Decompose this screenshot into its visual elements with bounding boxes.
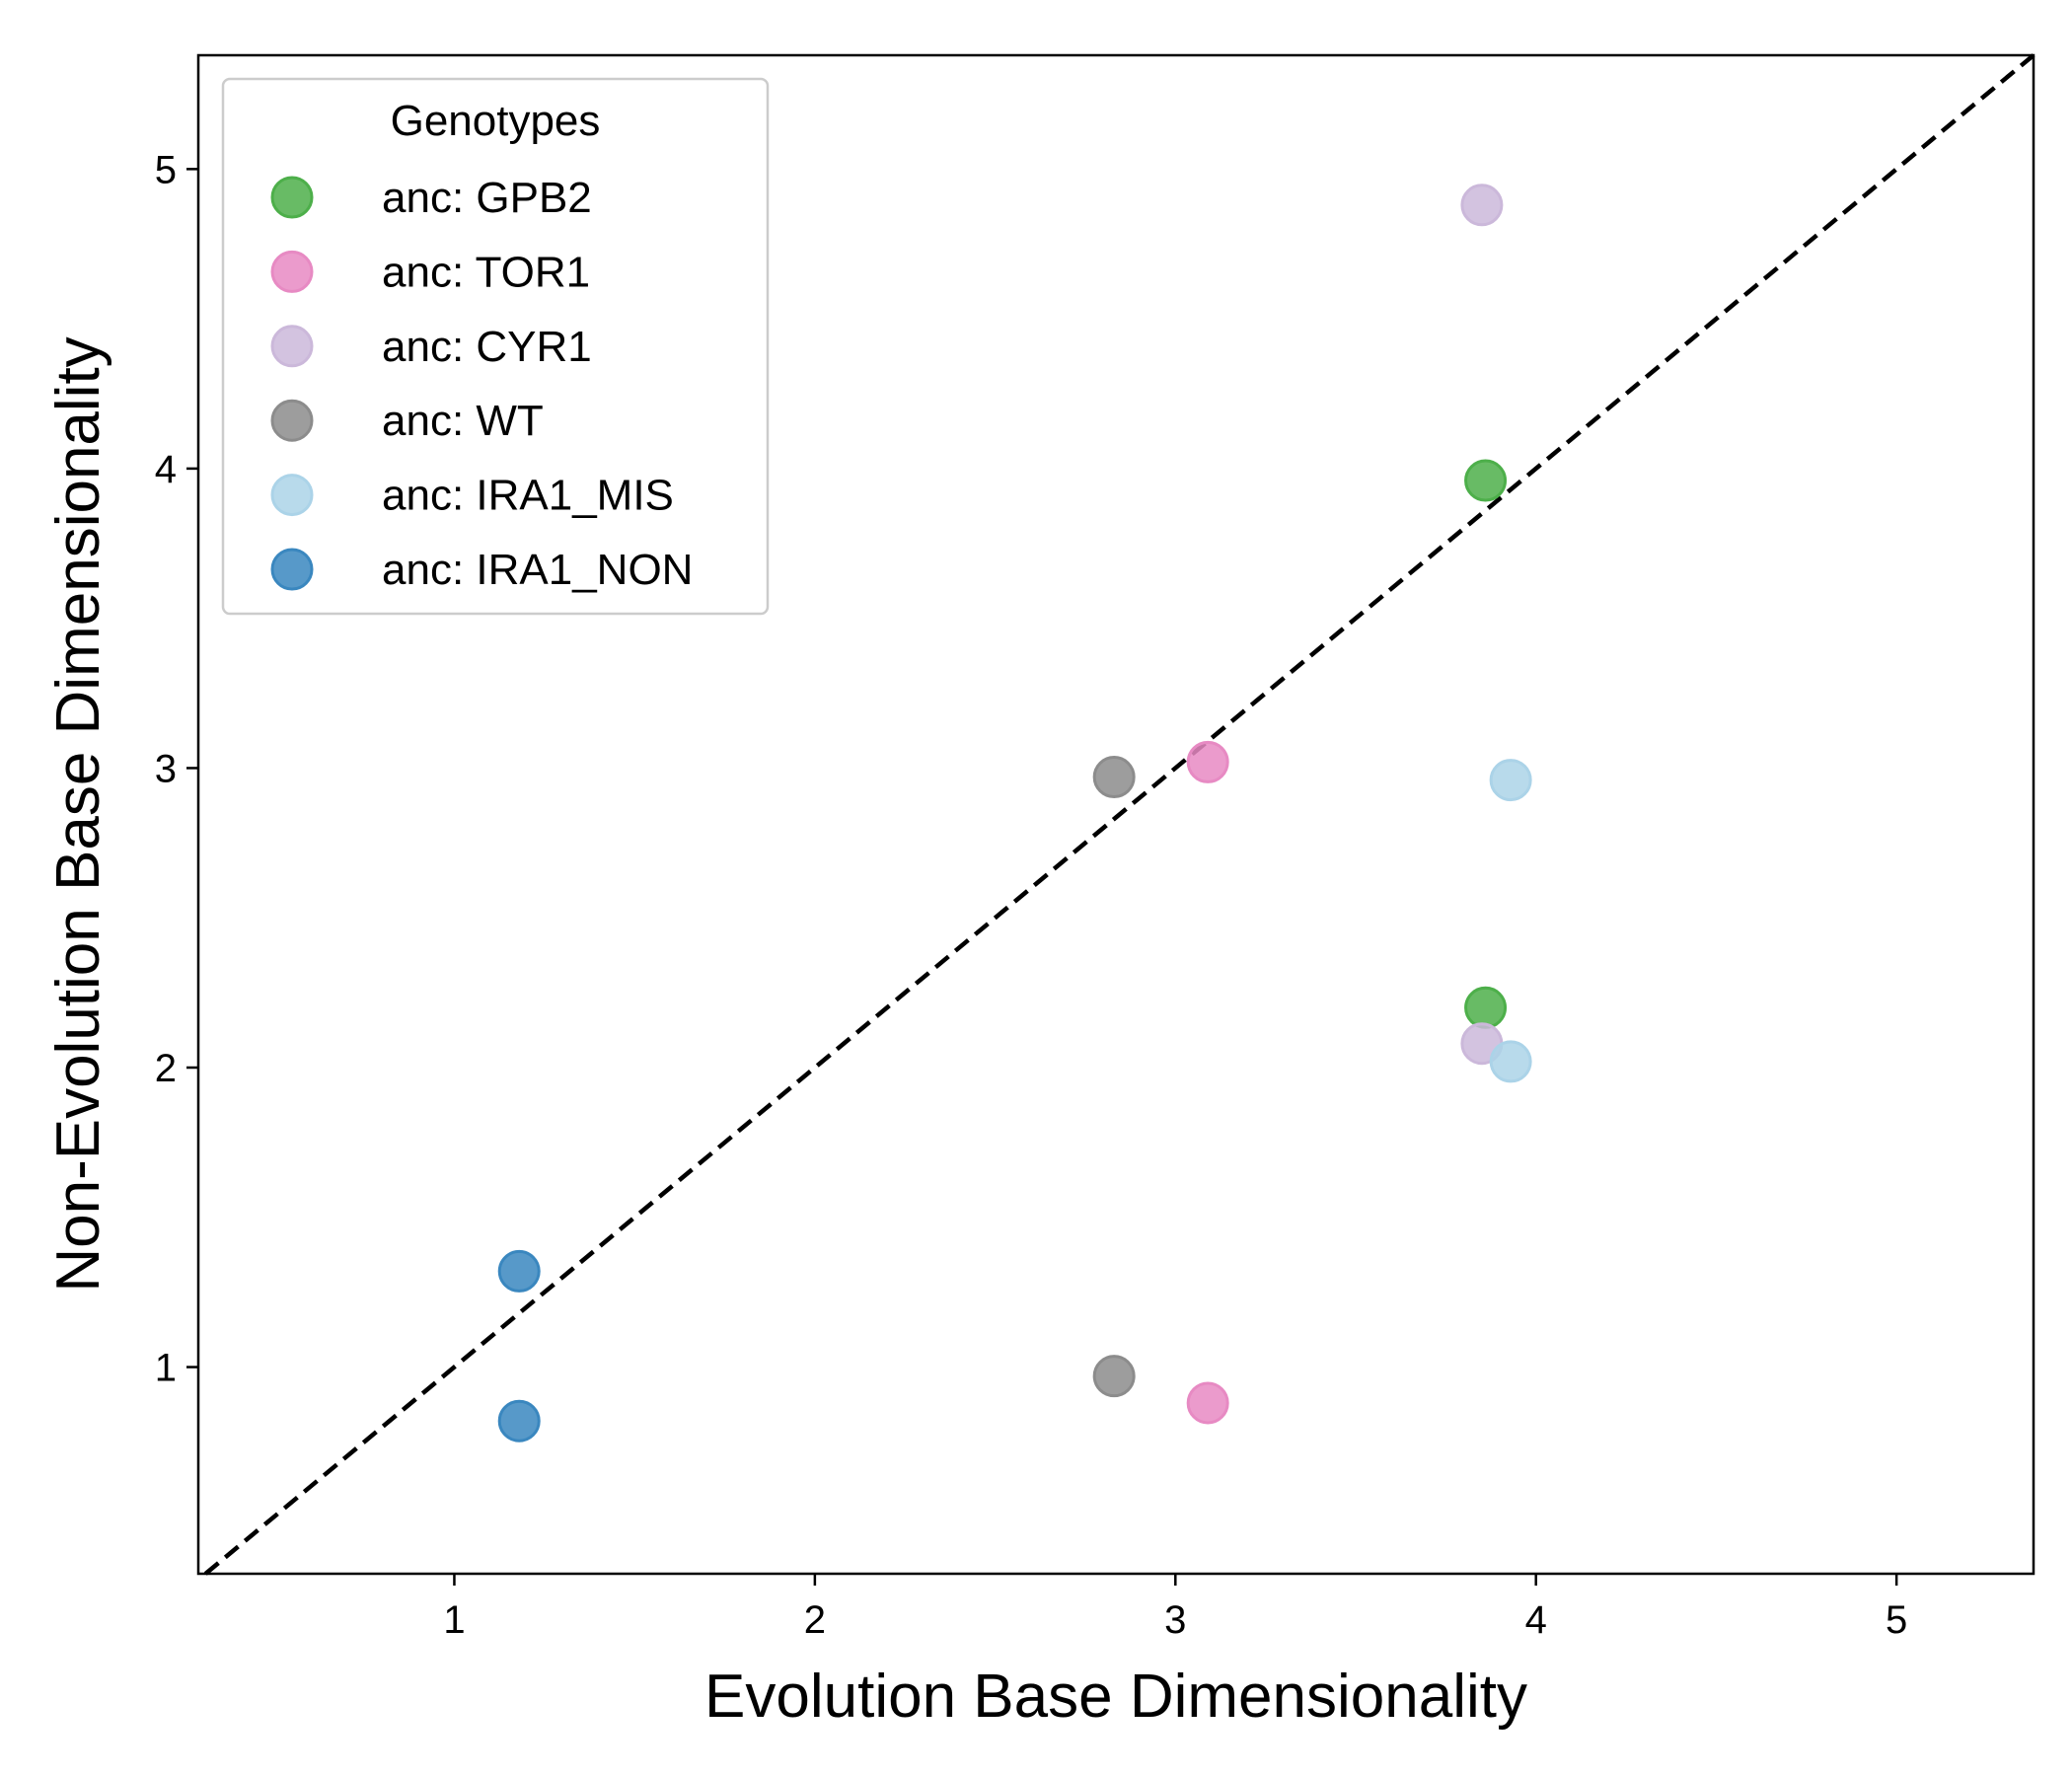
x-tick-label: 5 [1886, 1598, 1907, 1642]
scatter-point [497, 1399, 541, 1443]
legend-frame [221, 77, 770, 616]
legend-marker [270, 176, 314, 219]
reference-line [203, 53, 2035, 1576]
scatter-point [1464, 459, 1508, 502]
legend-title: Genotypes [391, 97, 601, 145]
x-tick-label: 1 [443, 1598, 465, 1642]
legend-entry-label: anc: IRA1_MIS [382, 472, 674, 520]
legend-marker [270, 548, 314, 591]
legend: Genotypes anc: GPB2 anc: TOR1 anc: CYR1 anc:… [221, 77, 770, 616]
plot-frame [196, 53, 2035, 1576]
scatter-point [497, 1249, 541, 1293]
legend-entry-label: anc: TOR1 [382, 248, 590, 296]
scatter-point [1460, 184, 1504, 227]
scatter-point [1186, 740, 1229, 783]
x-tick-label: 3 [1164, 1598, 1186, 1642]
scatter-point [1092, 1355, 1136, 1398]
axes-layer: 1 2 3 4 5 1 2 3 4 5 [155, 53, 2035, 1642]
reference-line-layer [203, 53, 2035, 1576]
scatter-point [1186, 1381, 1229, 1425]
x-tick-label: 2 [804, 1598, 826, 1642]
y-axis-title: Non-Evolution Base Dimensionality [44, 336, 112, 1292]
scatter-point [1464, 986, 1508, 1029]
legend-marker [270, 474, 314, 517]
y-tick-label: 1 [155, 1347, 177, 1390]
y-tick-label: 2 [155, 1047, 177, 1090]
scatter-point [1092, 756, 1136, 799]
x-tick-label: 4 [1525, 1598, 1547, 1642]
x-axis-title: Evolution Base Dimensionality [704, 1663, 1527, 1731]
legend-entry-label: anc: CYR1 [382, 323, 592, 371]
legend-marker [270, 250, 314, 293]
y-tick-label: 4 [155, 448, 177, 491]
y-tick-label: 5 [155, 148, 177, 191]
scatter-point [1489, 1040, 1532, 1083]
legend-entry-label: anc: IRA1_NON [382, 546, 693, 594]
scatter-point [1489, 759, 1532, 802]
y-tick-label: 3 [155, 747, 177, 790]
legend-entry-label: anc: WT [382, 397, 544, 445]
legend-marker [270, 325, 314, 368]
points-layer [497, 184, 1532, 1443]
legend-entry-label: anc: GPB2 [382, 174, 592, 222]
legend-marker [270, 399, 314, 442]
